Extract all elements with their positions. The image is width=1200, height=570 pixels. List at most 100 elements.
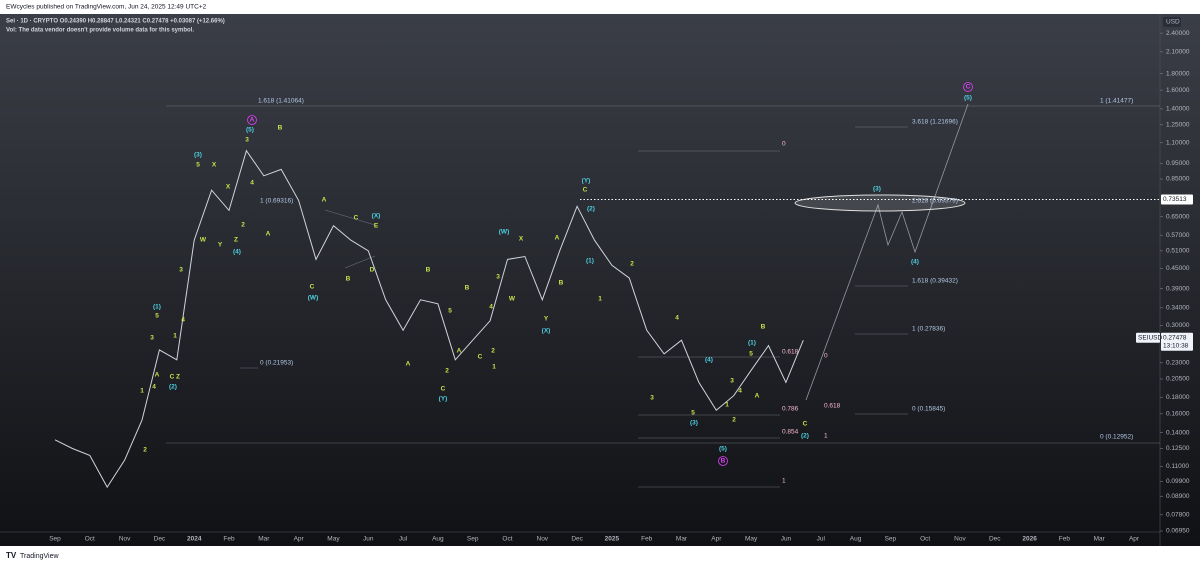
x-tick-label: Jun	[363, 536, 374, 543]
currency: USD	[1166, 19, 1180, 26]
fib-label: 0	[782, 141, 786, 148]
wave-label: (1)	[153, 304, 161, 311]
wave-label: 5	[448, 308, 452, 315]
wave-label: 4	[489, 304, 493, 311]
wave-label: 4	[250, 180, 254, 187]
wave-label: (X)	[372, 213, 381, 220]
wave-label: 3	[179, 267, 183, 274]
wave-label: C	[966, 84, 971, 91]
wave-label: 5	[749, 351, 753, 358]
wave-label: C	[441, 386, 446, 393]
x-tick-label: Dec	[989, 536, 1001, 543]
wave-label: Z	[234, 237, 238, 244]
fib-label: 0	[824, 353, 828, 360]
y-tick-label: 0.20500	[1166, 376, 1190, 383]
wave-label: (W)	[308, 295, 318, 302]
x-tick-label: 2025	[605, 536, 620, 543]
wave-label: A	[406, 361, 411, 368]
wave-label: X	[519, 236, 524, 243]
fib-label: 0 (0.12952)	[1100, 434, 1133, 441]
x-tick-label: Oct	[920, 536, 930, 543]
wave-label: (3)	[690, 420, 698, 427]
x-tick-label: Nov	[954, 536, 966, 543]
x-tick-label: May	[745, 536, 758, 543]
wave-label: 2	[241, 222, 245, 229]
y-tick-label: 0.45000	[1166, 265, 1190, 272]
y-tick-label: 1.10000	[1166, 140, 1190, 147]
wave-label: (5)	[964, 95, 972, 102]
wave-label: W	[509, 296, 516, 303]
y-tick-label: 2.10000	[1166, 49, 1190, 56]
y-tick-label: 0.18000	[1166, 394, 1190, 401]
y-tick-label: 0.65000	[1166, 213, 1190, 220]
fib-label: 0 (0.15845)	[912, 406, 945, 413]
wave-label: 2	[732, 417, 736, 424]
x-tick-label: 2026	[1022, 536, 1037, 543]
wave-label: A	[250, 117, 255, 124]
wave-label: W	[200, 237, 207, 244]
y-tick-label: 0.14000	[1166, 429, 1190, 436]
y-tick-label: 0.34000	[1166, 305, 1190, 312]
wave-label: X	[226, 184, 231, 191]
x-tick-label: Sep	[467, 536, 479, 543]
x-tick-label: Apr	[294, 536, 305, 543]
wave-label: 1	[492, 364, 496, 371]
x-tick-label: Sep	[49, 536, 61, 543]
x-tick-label: Feb	[223, 536, 235, 543]
y-tick-label: 0.85000	[1166, 176, 1190, 183]
fib-label: 1	[782, 478, 786, 485]
wave-label: 3	[496, 274, 500, 281]
wave-label: B	[721, 458, 726, 465]
wave-label: (Y)	[582, 178, 591, 185]
wave-label: A	[457, 348, 462, 355]
price-tag-label: 0.27478	[1163, 334, 1187, 341]
y-tick-label: 0.09900	[1166, 478, 1190, 485]
wave-label: (1)	[586, 258, 594, 265]
y-tick-label: 2.40000	[1166, 30, 1190, 37]
brand-name: TradingView	[20, 553, 59, 560]
x-tick-label: Feb	[641, 536, 653, 543]
wave-label: (W)	[499, 229, 509, 236]
x-tick-label: Jul	[399, 536, 408, 543]
fib-label: 1 (1.41477)	[1100, 98, 1133, 105]
chart-background	[0, 14, 1200, 546]
wave-label: (2)	[587, 206, 595, 213]
fib-label: 1.618 (0.39432)	[912, 278, 958, 285]
wave-label: A	[266, 231, 271, 238]
x-tick-label: Aug	[850, 536, 862, 543]
wave-label: 4	[181, 317, 185, 324]
x-tick-label: Oct	[85, 536, 95, 543]
y-tick-label: 0.95000	[1166, 160, 1190, 167]
wave-label: C	[310, 284, 315, 291]
fib-label: 0.786	[782, 406, 799, 413]
y-tick-label: 1.40000	[1166, 106, 1190, 113]
wave-label: X	[212, 162, 217, 169]
wave-label: 5	[196, 162, 200, 169]
x-tick-label: Feb	[1059, 536, 1071, 543]
x-tick-label: Mar	[1094, 536, 1106, 543]
x-tick-label: Nov	[537, 536, 549, 543]
x-tick-label: Jun	[781, 536, 792, 543]
x-tick-label: Dec	[571, 536, 583, 543]
y-tick-label: 0.16000	[1166, 411, 1190, 418]
wave-label: 2	[445, 368, 449, 375]
wave-label: (1)	[748, 340, 756, 347]
fib-label: 1 (0.27836)	[912, 326, 945, 333]
wave-label: 3	[245, 137, 249, 144]
y-tick-label: 1.80000	[1166, 70, 1190, 77]
wave-label: 3	[150, 335, 154, 342]
price-line	[54, 149, 804, 489]
y-tick-label: 0.06950	[1166, 528, 1190, 535]
x-tick-label: Dec	[154, 536, 166, 543]
publisher: EWcycles published on TradingView.com, J…	[6, 4, 207, 11]
wave-label: (5)	[246, 127, 254, 134]
currency-box	[1163, 17, 1181, 27]
wave-label: B	[465, 285, 470, 292]
wave-label: Y	[544, 316, 549, 323]
symbol-tag-label: SEIUSD	[1138, 334, 1163, 341]
wave-label: (X)	[542, 328, 551, 335]
wave-label: (Y)	[439, 396, 448, 403]
wave-label: (2)	[169, 384, 177, 391]
fib-label: 0.854	[782, 429, 799, 436]
